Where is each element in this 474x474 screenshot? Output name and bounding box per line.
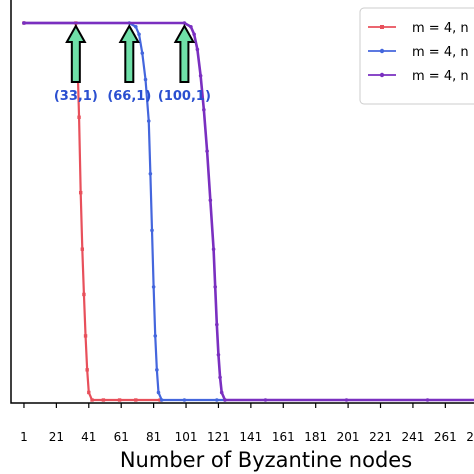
x-tick-label: 61 [114,430,129,444]
annotation-arrow-1 [65,23,87,83]
x-tick-label: 261 [434,430,457,444]
series-1-line [23,21,161,402]
data-point [78,190,83,195]
data-point [150,228,154,233]
x-tick-label: 81 [146,430,161,444]
data-point [198,73,203,78]
data-point [263,398,268,402]
legend-marker [379,72,385,78]
data-point [156,390,161,395]
data-point [155,368,159,372]
data-point [85,368,89,372]
x-axis: 121416181101121141161181201221241261281 [20,403,474,444]
series-3-line [23,21,474,402]
data-point [215,398,219,402]
x-tick-label: 281 [466,430,474,444]
data-point [22,21,26,25]
plot-frame [10,0,474,404]
data-point [213,285,218,289]
annotation-label-2: (66,1) [107,89,151,104]
data-point [182,21,187,25]
legend-label: m = 4, n [412,45,469,60]
legend-entry-3: m = 4, n [368,69,469,84]
data-point [90,398,94,402]
x-tick-label: 21 [49,430,64,444]
data-point [208,198,213,202]
legend-entries: m = 4, n m = 4, n m = 4, n [368,21,469,84]
annotation-label-3: (100,1) [158,89,211,104]
data-point [425,398,430,402]
legend-marker [380,25,384,29]
series-1 [22,21,162,402]
x-tick-label: 121 [207,430,230,444]
data-point [87,390,91,395]
data-point [218,375,222,380]
data-point [211,247,216,251]
data-point [77,115,81,119]
data-point [82,292,86,297]
legend-marker [379,48,385,54]
data-point [223,398,227,402]
data-point [202,107,206,112]
annotation-arrow-2 [118,23,141,83]
x-tick-label: 101 [175,430,198,444]
x-tick-label: 161 [272,430,295,444]
x-tick-label: 41 [81,430,96,444]
data-point [101,398,106,402]
data-point [195,47,200,52]
data-point [216,352,221,357]
data-point [133,24,138,29]
data-point [137,32,141,37]
data-point [215,322,219,327]
data-point [205,149,209,153]
x-tick-label: 241 [401,430,424,444]
data-point [134,398,138,402]
x-tick-label: 221 [369,430,392,444]
data-point [140,51,145,55]
data-point [117,398,122,402]
x-tick-label: 181 [304,430,327,444]
x-tick-label: 141 [239,430,262,444]
data-point [344,398,349,402]
legend: m = 4, n m = 4, n m = 4, n [359,7,474,105]
data-point [83,334,88,338]
legend-entry-2: m = 4, n [368,45,469,60]
data-point [189,24,193,29]
data-point [143,77,148,82]
data-point [148,172,153,176]
legend-label: m = 4, n [412,21,469,36]
data-point [219,390,224,395]
legend-box [359,7,474,105]
series-layer [22,21,474,402]
data-point [182,398,187,402]
annotation-arrow-3 [173,23,196,83]
data-point [159,398,164,402]
data-point [153,334,158,338]
data-point [192,32,196,37]
legend-label: m = 4, n [412,69,469,84]
x-axis-label: Number of Byzantine nodes [120,448,412,472]
x-tick-label: 201 [337,430,360,444]
legend-entry-1: m = 4, n [368,21,469,36]
annotation-label-1: (33,1) [54,89,98,104]
plot-area: (33,1) (66,1) (100,1) [10,0,474,404]
data-point [146,119,151,123]
data-point [80,247,85,251]
data-point [151,285,156,289]
x-tick-label: 1 [20,430,28,444]
annotation-layer: (33,1) (66,1) (100,1) [54,23,211,104]
series-3 [22,21,474,402]
series-2 [22,21,227,402]
